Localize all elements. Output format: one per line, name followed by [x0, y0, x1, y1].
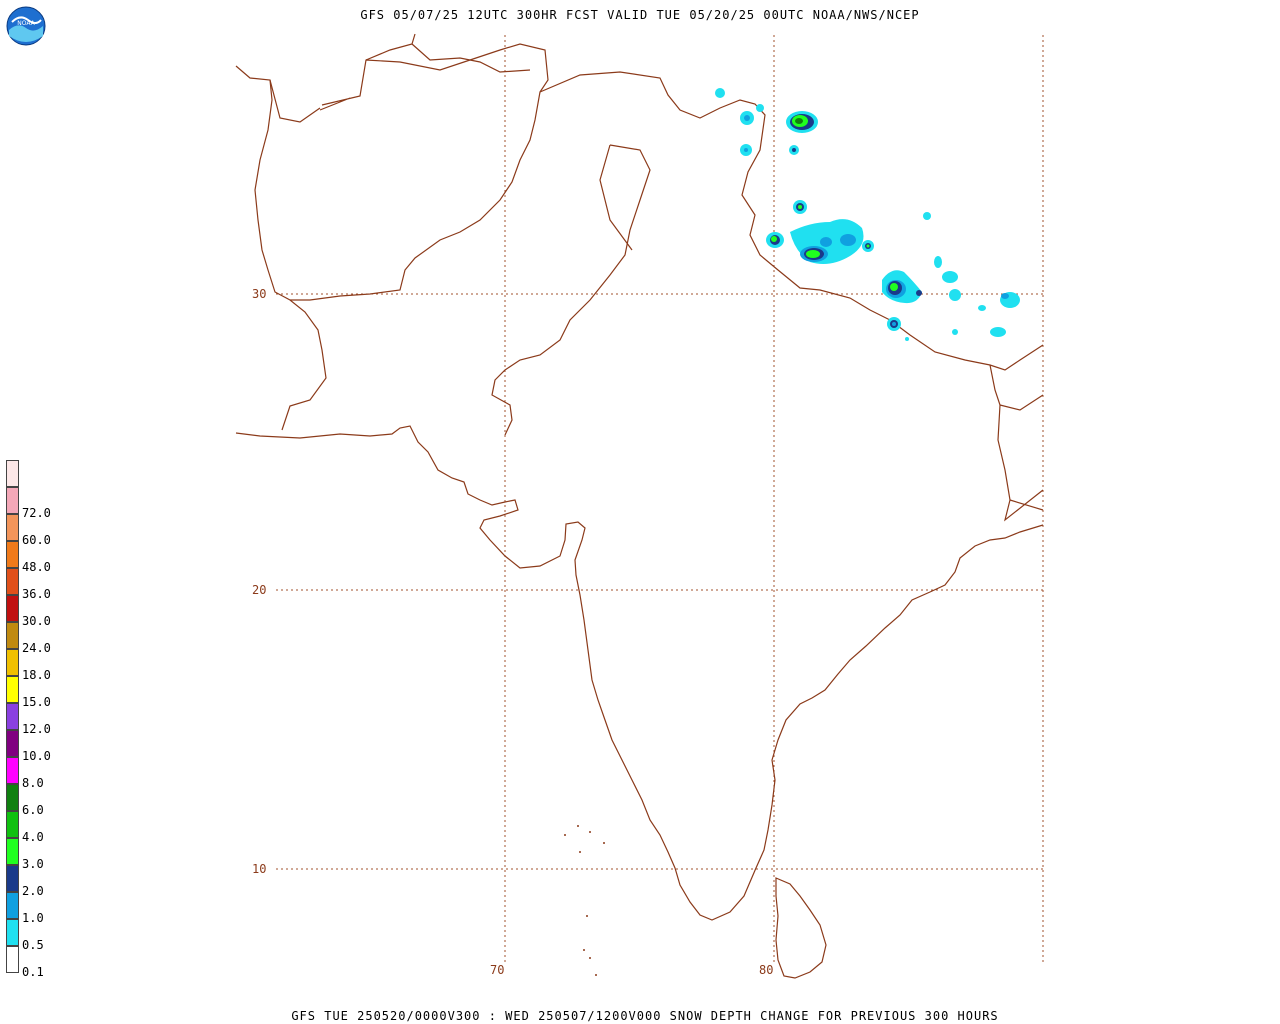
legend-swatch	[6, 514, 19, 541]
legend-swatch	[6, 460, 19, 487]
noaa-logo: NOAA	[6, 6, 46, 46]
legend-swatch	[6, 676, 19, 703]
legend-swatch	[6, 892, 19, 919]
legend-swatch	[6, 487, 19, 514]
legend-label: 2.0	[22, 884, 44, 898]
snow-cell	[942, 271, 958, 283]
legend-swatch	[6, 595, 19, 622]
legend-label: 15.0	[22, 695, 51, 709]
snow-cell	[1000, 292, 1020, 308]
sri-lanka	[775, 877, 827, 979]
snow-cell	[862, 240, 874, 252]
snow-cell	[934, 256, 942, 268]
snow-cell	[887, 317, 901, 331]
snow-cell	[793, 200, 807, 214]
legend-swatch	[6, 838, 19, 865]
legend-label: 8.0	[22, 776, 44, 790]
snow-cell	[740, 144, 752, 156]
legend-label: 72.0	[22, 506, 51, 520]
map-title: GFS 05/07/25 12UTC 300HR FCST VALID TUE …	[360, 8, 920, 22]
lon-label-80: 80	[759, 963, 773, 977]
snow-cell	[978, 305, 986, 311]
snow-depth-change-overlay	[715, 88, 1020, 341]
islands	[564, 825, 605, 976]
snow-cell	[905, 337, 909, 341]
legend-swatch	[6, 622, 19, 649]
legend-label: 30.0	[22, 614, 51, 628]
legend-label: 10.0	[22, 749, 51, 763]
india-coastline	[235, 425, 1044, 921]
legend-swatch	[6, 568, 19, 595]
northern-border	[539, 71, 1044, 371]
snow-cell	[800, 246, 828, 262]
east-border	[989, 364, 1044, 522]
legend-label: 48.0	[22, 560, 51, 574]
logo-text: NOAA	[17, 20, 35, 27]
legend-swatch	[6, 757, 19, 784]
legend-label: 3.0	[22, 857, 44, 871]
legend-swatch	[6, 865, 19, 892]
legend-label: 1.0	[22, 911, 44, 925]
coastlines	[235, 33, 1044, 979]
legend-label: 24.0	[22, 641, 51, 655]
lat-label-10: 10	[252, 862, 266, 876]
lon-label-70: 70	[490, 963, 504, 977]
snow-cell	[740, 111, 754, 125]
legend-swatch	[6, 703, 19, 730]
snow-cell	[882, 270, 922, 304]
legend-label: 6.0	[22, 803, 44, 817]
legend-label: 0.1	[22, 965, 44, 979]
snow-cell	[756, 104, 764, 112]
legend-swatch	[6, 649, 19, 676]
legend-label: 12.0	[22, 722, 51, 736]
snow-cell	[715, 88, 725, 98]
legend-swatch	[6, 919, 19, 946]
map-caption: GFS TUE 250520/0000V300 : WED 250507/120…	[291, 1009, 999, 1023]
legend-label: 36.0	[22, 587, 51, 601]
legend-label: 4.0	[22, 830, 44, 844]
legend-label: 60.0	[22, 533, 51, 547]
legend-swatch	[6, 541, 19, 568]
legend-swatch	[6, 946, 19, 973]
legend-swatch	[6, 730, 19, 757]
graticule	[276, 35, 1044, 965]
snow-cell	[952, 329, 958, 335]
snow-cell	[923, 212, 931, 220]
snow-cell	[766, 232, 784, 248]
snow-cell	[949, 289, 961, 301]
pakistan-border	[290, 33, 549, 301]
lat-label-30: 30	[252, 287, 266, 301]
snow-cell	[990, 327, 1006, 337]
lat-label-20: 20	[252, 583, 266, 597]
legend-label: 18.0	[22, 668, 51, 682]
snow-cell	[786, 111, 818, 133]
snow-cell	[789, 145, 799, 155]
legend-swatch	[6, 784, 19, 811]
legend-swatch	[6, 811, 19, 838]
india-pakistan-border	[491, 144, 651, 436]
legend-label: 0.5	[22, 938, 44, 952]
afghanistan-border	[235, 65, 327, 431]
central-asia-border	[269, 43, 633, 251]
